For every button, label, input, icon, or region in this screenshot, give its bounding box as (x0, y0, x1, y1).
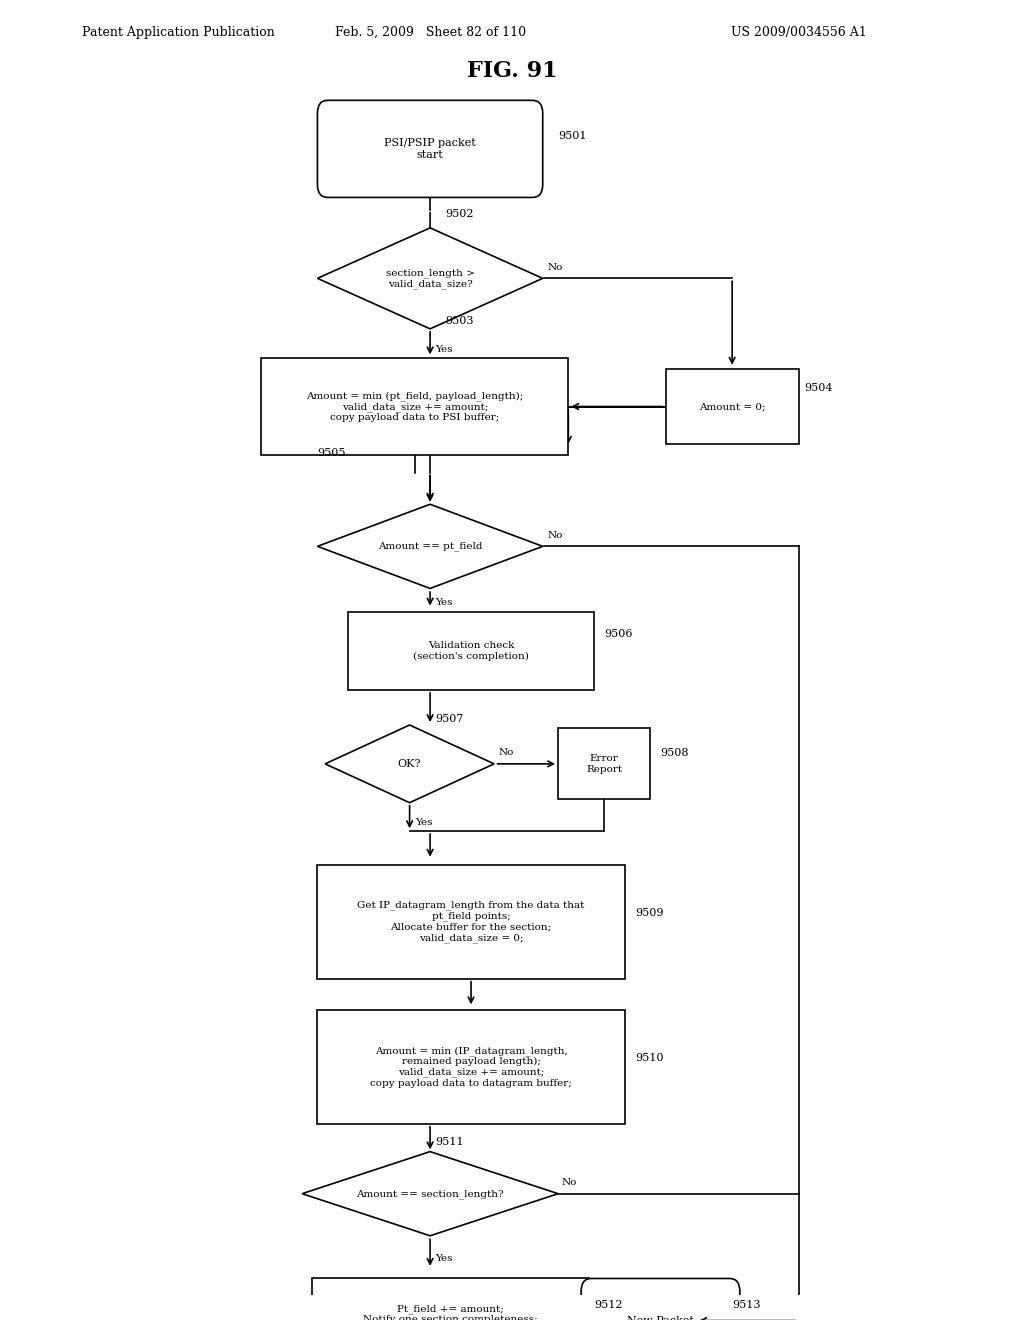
Text: 9511: 9511 (435, 1137, 464, 1147)
FancyBboxPatch shape (348, 612, 594, 690)
Text: No: No (499, 748, 514, 758)
Text: PSI/PSIP packet
start: PSI/PSIP packet start (384, 139, 476, 160)
Text: US 2009/0034556 A1: US 2009/0034556 A1 (731, 26, 866, 38)
Text: Amount = min (IP_datagram_length,
remained payload length);
valid_data_size += a: Amount = min (IP_datagram_length, remain… (370, 1045, 572, 1088)
Text: 9503: 9503 (445, 315, 474, 326)
Text: No: No (561, 1179, 577, 1187)
Text: section_length >
valid_data_size?: section_length > valid_data_size? (386, 268, 474, 289)
Polygon shape (326, 725, 495, 803)
Text: 9512: 9512 (594, 1300, 623, 1309)
FancyBboxPatch shape (317, 100, 543, 198)
Polygon shape (317, 504, 543, 589)
Text: Patent Application Publication: Patent Application Publication (82, 26, 274, 38)
Text: No: No (548, 531, 563, 540)
Text: FIG. 91: FIG. 91 (467, 61, 557, 82)
Text: 9506: 9506 (604, 630, 633, 639)
Text: Validation check
(section's completion): Validation check (section's completion) (413, 642, 529, 661)
Text: 9504: 9504 (804, 383, 833, 393)
FancyBboxPatch shape (666, 370, 799, 444)
Text: Yes: Yes (435, 598, 453, 606)
Text: Feb. 5, 2009   Sheet 82 of 110: Feb. 5, 2009 Sheet 82 of 110 (335, 26, 525, 38)
Text: Error
Report: Error Report (586, 754, 623, 774)
Text: Amount = 0;: Amount = 0; (699, 403, 765, 411)
FancyBboxPatch shape (582, 1279, 739, 1320)
Text: 9507: 9507 (435, 714, 464, 723)
Text: New Packet: New Packet (627, 1316, 694, 1320)
Text: No: No (548, 263, 563, 272)
Text: Pt_field += amount;
Notify one section completeness;: Pt_field += amount; Notify one section c… (364, 1304, 538, 1320)
Text: 9502: 9502 (445, 209, 474, 219)
Text: 9501: 9501 (558, 131, 587, 141)
Polygon shape (317, 228, 543, 329)
Text: Yes: Yes (435, 1254, 453, 1263)
Text: 9505: 9505 (317, 447, 346, 458)
FancyBboxPatch shape (317, 1010, 625, 1123)
Text: Get IP_datagram_length from the data that
pt_field points;
Allocate buffer for t: Get IP_datagram_length from the data tha… (357, 900, 585, 942)
Text: 9508: 9508 (660, 748, 689, 759)
Text: Amount = min (pt_field, payload_length);
valid_data_size += amount;
copy payload: Amount = min (pt_field, payload_length);… (306, 391, 523, 422)
Text: Amount == pt_field: Amount == pt_field (378, 541, 482, 552)
Text: Yes: Yes (435, 345, 453, 354)
FancyBboxPatch shape (558, 729, 650, 800)
Text: OK?: OK? (398, 759, 421, 768)
Text: 9513: 9513 (732, 1300, 761, 1309)
FancyBboxPatch shape (317, 865, 625, 978)
FancyBboxPatch shape (312, 1279, 589, 1320)
Polygon shape (302, 1151, 558, 1236)
Text: 9509: 9509 (635, 908, 664, 917)
Text: Yes: Yes (415, 817, 432, 826)
Text: Amount == section_length?: Amount == section_length? (356, 1189, 504, 1199)
Text: 9510: 9510 (635, 1053, 664, 1063)
FancyBboxPatch shape (261, 358, 568, 455)
